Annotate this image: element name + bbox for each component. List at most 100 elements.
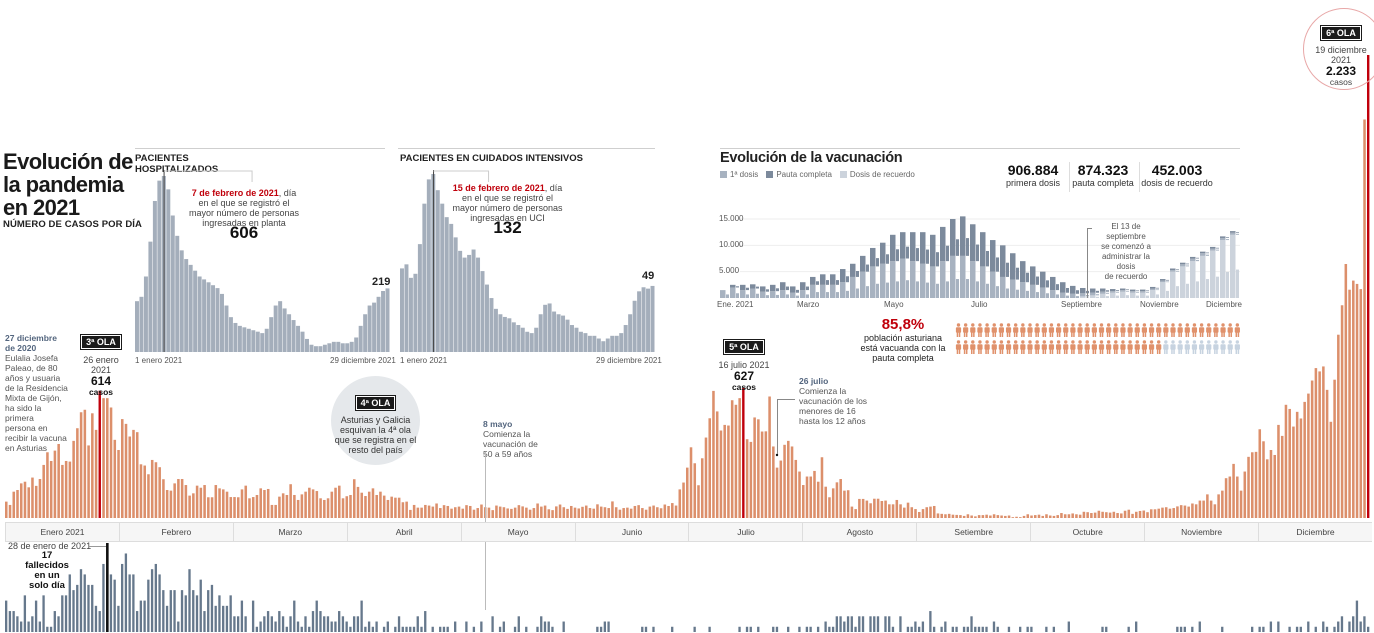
death-bar xyxy=(480,621,483,632)
x-tick: Mayo xyxy=(884,300,904,309)
death-bar xyxy=(641,626,644,632)
wave3-value: 614 xyxy=(90,374,112,388)
vaccine-bar xyxy=(970,261,976,298)
case-bar xyxy=(1026,514,1030,518)
death-bar xyxy=(607,621,610,632)
case-bar xyxy=(734,404,738,518)
death-bar xyxy=(195,595,199,632)
death-bar xyxy=(266,611,270,632)
death-bar xyxy=(233,616,236,632)
case-bar xyxy=(135,432,139,518)
death-bar xyxy=(165,605,169,632)
case-bar xyxy=(1146,512,1149,518)
vaccine-bar xyxy=(1140,292,1146,298)
mini-bar xyxy=(467,254,472,352)
vaccine-bar xyxy=(830,274,836,285)
title-line: Evolución de xyxy=(3,149,133,174)
case-bar xyxy=(1325,389,1329,518)
note-text: en Asturias xyxy=(5,443,48,453)
person-icon xyxy=(955,340,962,354)
mini-bar xyxy=(242,327,247,352)
vaccine-bar xyxy=(766,289,769,292)
death-bar xyxy=(375,621,378,632)
case-bar xyxy=(1221,490,1224,518)
vaccine-bar xyxy=(1040,271,1046,288)
case-bar xyxy=(240,489,244,518)
mini-bar xyxy=(543,304,548,352)
vaccine-bar xyxy=(776,288,779,292)
mini-bar xyxy=(157,180,162,352)
mini-bar xyxy=(152,200,157,352)
mini-bar xyxy=(525,331,530,352)
death-bar xyxy=(76,584,79,632)
case-bar xyxy=(259,488,262,518)
case-bar xyxy=(865,500,869,518)
person-icon xyxy=(1041,340,1047,354)
case-bar xyxy=(944,514,947,518)
death-bar xyxy=(251,600,255,632)
case-bar xyxy=(970,515,973,518)
mini-bar xyxy=(166,189,171,352)
wave6-date: 2021 xyxy=(1330,55,1352,65)
case-bar xyxy=(1310,380,1314,518)
vaccine-bar xyxy=(816,292,819,298)
x-tick: Noviembre xyxy=(1140,300,1179,309)
hospital-peak-value: 606 xyxy=(229,223,259,242)
person-icon xyxy=(1027,323,1033,337)
case-bar xyxy=(614,507,618,518)
death-bar xyxy=(274,621,277,632)
stat-value: 874.323 xyxy=(1077,162,1129,178)
case-bar xyxy=(876,498,880,518)
case-bar xyxy=(173,483,176,518)
mini-bar xyxy=(458,250,463,352)
death-bar xyxy=(1363,616,1366,632)
death-bar xyxy=(349,626,352,632)
vaccine-bar xyxy=(840,269,846,283)
case-bar xyxy=(502,507,506,518)
case-bar xyxy=(143,465,146,518)
mini-bar xyxy=(381,291,386,352)
case-bar xyxy=(959,515,962,518)
case-bar xyxy=(1273,454,1277,518)
vaccine-bar xyxy=(720,290,726,298)
case-bar xyxy=(1254,451,1258,518)
case-bar xyxy=(319,498,322,518)
case-bar xyxy=(5,501,8,518)
death-bar xyxy=(225,605,229,632)
case-bar xyxy=(584,505,588,518)
case-bar xyxy=(266,488,270,518)
case-bar xyxy=(719,430,723,518)
death-bar xyxy=(917,626,921,632)
person-icon xyxy=(1077,323,1083,337)
wave6-badge: 6ª OLA xyxy=(1320,25,1362,41)
death-bar xyxy=(38,621,41,632)
vaccine-bar xyxy=(790,286,796,293)
mini-bar xyxy=(610,335,615,352)
person-icon xyxy=(1063,323,1069,337)
death-bar xyxy=(326,616,330,632)
case-bar xyxy=(1232,463,1235,518)
death-bar xyxy=(150,569,154,632)
case-bar xyxy=(420,507,423,518)
person-icon xyxy=(998,340,1004,354)
case-bar xyxy=(1097,510,1101,518)
vaccine-bar xyxy=(880,263,886,298)
case-bar xyxy=(831,488,835,518)
case-bar xyxy=(1142,510,1146,518)
note-text: está vacuanda con la xyxy=(860,343,946,353)
mini-bar xyxy=(583,333,588,352)
annotation-dot xyxy=(775,453,779,457)
wave5-value: 627 xyxy=(733,369,755,383)
case-bar xyxy=(233,497,236,518)
case-bar xyxy=(1206,494,1209,518)
person-icon xyxy=(1098,340,1105,354)
case-bar xyxy=(813,470,816,518)
case-bar xyxy=(869,503,872,518)
case-bar xyxy=(1299,418,1303,518)
case-bar xyxy=(1314,368,1318,518)
legend-label: Dosis de recuerdo xyxy=(849,170,915,179)
case-bar xyxy=(397,497,401,518)
vaccine-bar xyxy=(1046,280,1049,288)
note-text: de la Residencia xyxy=(5,383,68,393)
mini-bar xyxy=(358,325,363,352)
